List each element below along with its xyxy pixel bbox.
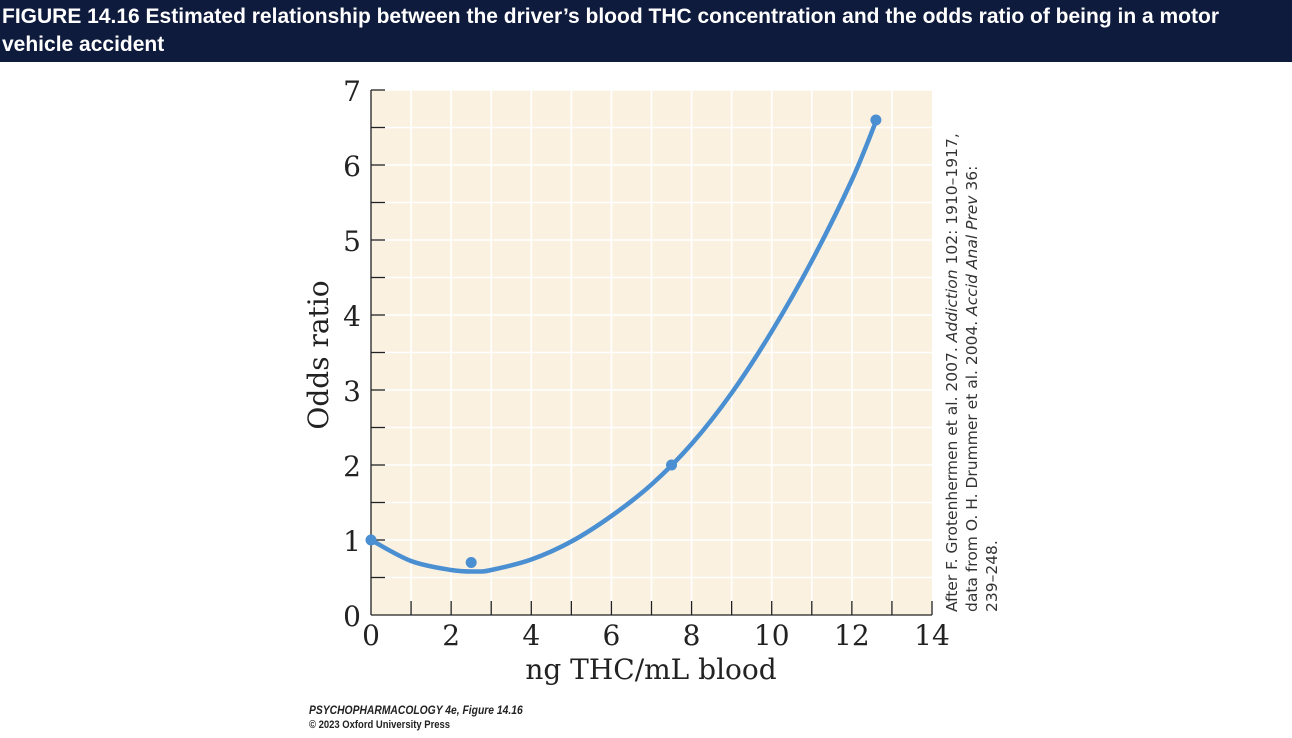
annotation-line3: 239–248. [983,540,1001,612]
annotation-line1-c: 102: 1910–1917, [943,133,961,269]
y-tick-label: 2 [343,450,361,483]
x-tick-label: 0 [362,619,380,652]
figure-title: FIGURE 14.16 Estimated relationship betw… [2,5,1219,56]
y-tick-label: 1 [343,525,361,558]
y-tick-label: 7 [343,75,361,108]
x-tick-label: 10 [754,619,790,652]
y-tick-label: 0 [343,600,361,633]
grid [371,89,932,615]
figure-credit: PSYCHOPHARMACOLOGY 4e, Figure 14.16 © 20… [309,703,558,732]
annotation-line1-b: Addiction [943,269,961,343]
annotation-line2-a: data from O. H. Drummer et al. 2004. [963,316,981,612]
y-tick-label: 3 [343,375,361,408]
x-tick-label: 6 [603,619,621,652]
source-annotation: After F. Grotenhermen et al. 2007. Addic… [943,128,1001,612]
credit-copyright: © 2023 Oxford University Press [309,719,451,731]
y-axis-label: Odds ratio [302,280,335,429]
y-tick-label: 6 [343,150,361,183]
x-tick-label: 8 [683,619,701,652]
data-point [870,114,882,126]
fitted-curve [368,119,879,574]
x-tick-label: 2 [442,619,460,652]
credit-source: PSYCHOPHARMACOLOGY 4e, Figure 14.16 [309,703,523,717]
y-tick-label: 5 [343,225,361,258]
y-tick-label: 4 [343,300,361,333]
figure-header: FIGURE 14.16 Estimated relationship betw… [0,0,1292,62]
data-point [465,557,477,568]
x-tick-label: 4 [522,619,540,652]
x-tick-label: 12 [834,619,870,652]
series [365,114,882,574]
annotation-line2-b: Accid Anal Prev [963,195,981,317]
annotation-line1-a: After F. Grotenhermen et al. 2007. [943,342,961,612]
x-tick-label: 14 [914,619,950,652]
data-point [666,459,678,471]
annotation-line2-c: 36: [963,166,981,196]
data-point [365,534,377,546]
x-axis-label: ng THC/mL blood [525,653,776,686]
